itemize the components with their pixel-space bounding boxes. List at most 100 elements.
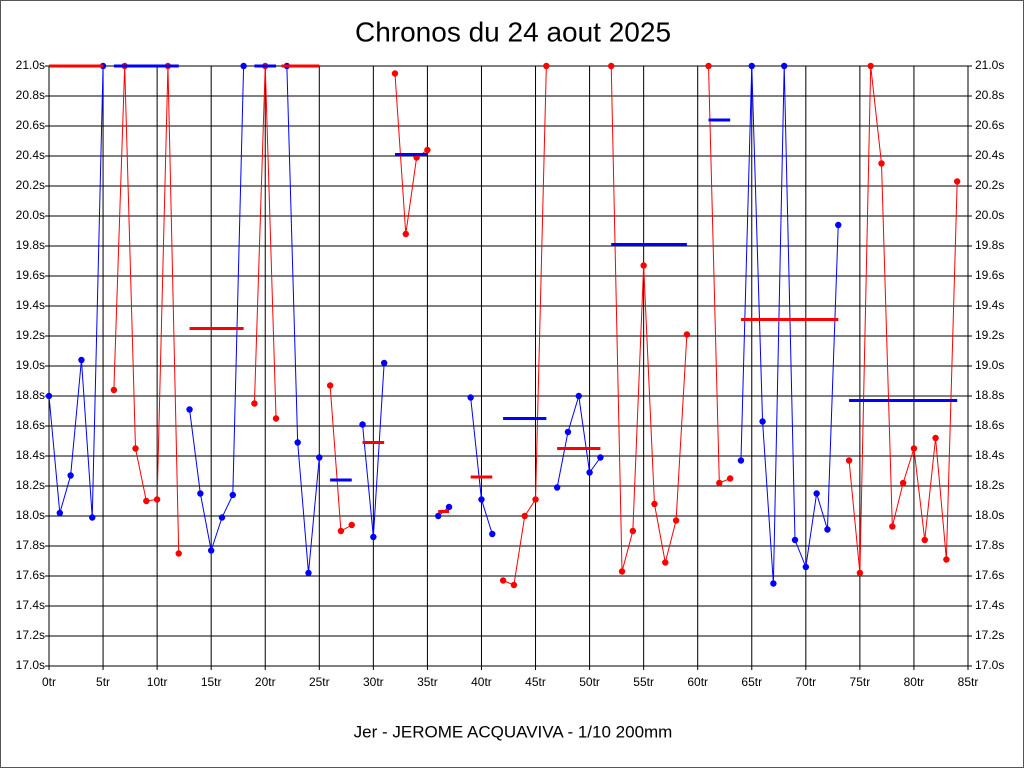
y-tick-label: 20.0s <box>16 208 45 222</box>
data-point <box>629 527 637 535</box>
y-tick-label: 19.6s <box>16 268 45 282</box>
x-tick-label: 30tr <box>363 675 384 689</box>
data-point <box>899 479 907 487</box>
y2-tick-label: 18.6s <box>975 418 1004 432</box>
data-point <box>153 496 161 503</box>
data-point <box>802 563 810 571</box>
data-point <box>586 469 593 476</box>
data-point <box>889 523 896 530</box>
data-point <box>510 581 518 589</box>
data-point <box>856 569 864 577</box>
data-point <box>489 530 496 538</box>
data-point <box>953 178 961 185</box>
data-point <box>110 386 118 394</box>
data-point <box>424 146 431 154</box>
series-line <box>286 65 320 574</box>
data-point <box>662 559 669 566</box>
y-tick-label: 17.8s <box>16 538 45 552</box>
data-point <box>705 62 712 70</box>
y-tick-label: 20.4s <box>16 148 45 162</box>
x-tick-label: 15tr <box>201 675 222 689</box>
x-tick-label: 20tr <box>255 675 276 689</box>
data-point <box>467 394 474 401</box>
data-point <box>564 428 572 436</box>
y2-tick-label: 19.2s <box>975 328 1004 342</box>
y2-tick-label: 20.6s <box>975 118 1004 132</box>
data-point <box>56 509 64 517</box>
y-tick-label: 18.2s <box>16 478 45 492</box>
data-point <box>218 514 226 521</box>
data-point <box>683 331 691 338</box>
data-point <box>813 490 820 497</box>
x-tick-label: 5tr <box>96 675 110 689</box>
y-tick-label: 18.0s <box>16 508 45 522</box>
data-point <box>770 580 777 587</box>
y2-tick-label: 17.6s <box>975 568 1004 582</box>
data-point <box>435 512 442 520</box>
data-point <box>618 568 626 575</box>
y2-tick-label: 17.8s <box>975 538 1004 552</box>
data-point <box>89 514 96 521</box>
data-point <box>402 230 409 238</box>
data-point <box>608 62 615 70</box>
series-line <box>189 65 245 551</box>
data-point <box>337 527 345 535</box>
data-point <box>910 445 918 452</box>
y-tick-label: 17.0s <box>16 658 45 672</box>
data-point <box>867 62 874 70</box>
y2-tick-label: 19.4s <box>975 298 1004 312</box>
y-tick-label: 19.2s <box>16 328 45 342</box>
x-tick-label: 55tr <box>633 675 654 689</box>
data-point <box>186 406 193 413</box>
y-tick-label: 19.4s <box>16 298 45 312</box>
x-tick-label: 75tr <box>850 675 871 689</box>
data-point <box>791 536 799 544</box>
y-tick-label: 20.2s <box>16 178 45 192</box>
data-point <box>197 490 204 497</box>
y2-tick-label: 18.2s <box>975 478 1004 492</box>
data-point <box>445 503 453 511</box>
data-point <box>759 418 766 425</box>
data-point <box>251 400 258 407</box>
y2-tick-label: 19.6s <box>975 268 1004 282</box>
data-point <box>597 454 604 461</box>
data-point <box>781 62 788 70</box>
data-point <box>478 496 485 503</box>
y-tick-label: 17.4s <box>16 598 45 612</box>
y2-tick-label: 18.4s <box>975 448 1004 462</box>
y2-tick-label: 17.0s <box>975 658 1004 672</box>
data-point <box>748 62 755 70</box>
y-tick-label: 19.8s <box>16 238 45 252</box>
x-axis-title: Jer - JEROME ACQUAVIVA - 1/10 200mm <box>354 722 673 741</box>
data-point <box>45 392 53 400</box>
y2-tick-label: 17.2s <box>975 628 1004 642</box>
data-point <box>737 457 745 464</box>
y-tick-label: 18.8s <box>16 388 45 402</box>
x-tick-label: 40tr <box>471 675 492 689</box>
x-tick-label: 0tr <box>42 675 56 689</box>
data-point <box>943 556 950 563</box>
y-tick-label: 20.6s <box>16 118 45 132</box>
data-point <box>835 221 842 229</box>
data-point <box>932 434 939 442</box>
y2-tick-label: 18.0s <box>975 508 1004 522</box>
y2-tick-label: 20.8s <box>975 88 1004 102</box>
data-point <box>824 526 831 533</box>
data-point <box>132 445 139 452</box>
x-tick-label: 85tr <box>958 675 979 689</box>
data-point <box>651 500 658 508</box>
data-point <box>240 62 247 70</box>
y-tick-label: 19.0s <box>16 358 45 372</box>
x-tick-label: 70tr <box>795 675 816 689</box>
data-point <box>326 382 334 389</box>
data-point <box>294 439 301 446</box>
y2-tick-label: 20.4s <box>975 148 1004 162</box>
y-tick-label: 20.8s <box>16 88 45 102</box>
data-point <box>67 472 74 479</box>
x-tick-label: 80tr <box>904 675 925 689</box>
data-point <box>575 392 582 400</box>
data-point <box>543 62 550 70</box>
x-tick-label: 10tr <box>147 675 168 689</box>
data-point <box>672 517 680 524</box>
